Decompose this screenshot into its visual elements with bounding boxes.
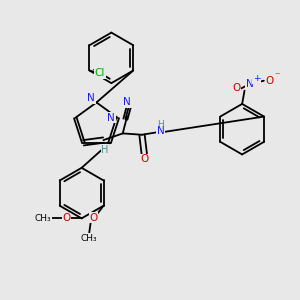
Text: N: N [87, 93, 95, 103]
Text: N: N [107, 113, 115, 123]
Text: O: O [232, 83, 241, 94]
Text: O: O [90, 213, 98, 223]
Text: O: O [140, 154, 148, 164]
Text: Cl: Cl [95, 68, 105, 79]
Text: O: O [63, 213, 71, 224]
Text: CH₃: CH₃ [35, 214, 51, 223]
Text: N: N [123, 97, 131, 107]
Text: CH₃: CH₃ [81, 234, 98, 243]
Text: ⁻: ⁻ [274, 71, 280, 81]
Text: O: O [266, 76, 274, 86]
Text: N: N [157, 127, 165, 136]
Text: H: H [101, 145, 109, 154]
Text: +: + [253, 74, 260, 83]
Text: H: H [157, 120, 164, 129]
Text: N: N [246, 79, 254, 89]
